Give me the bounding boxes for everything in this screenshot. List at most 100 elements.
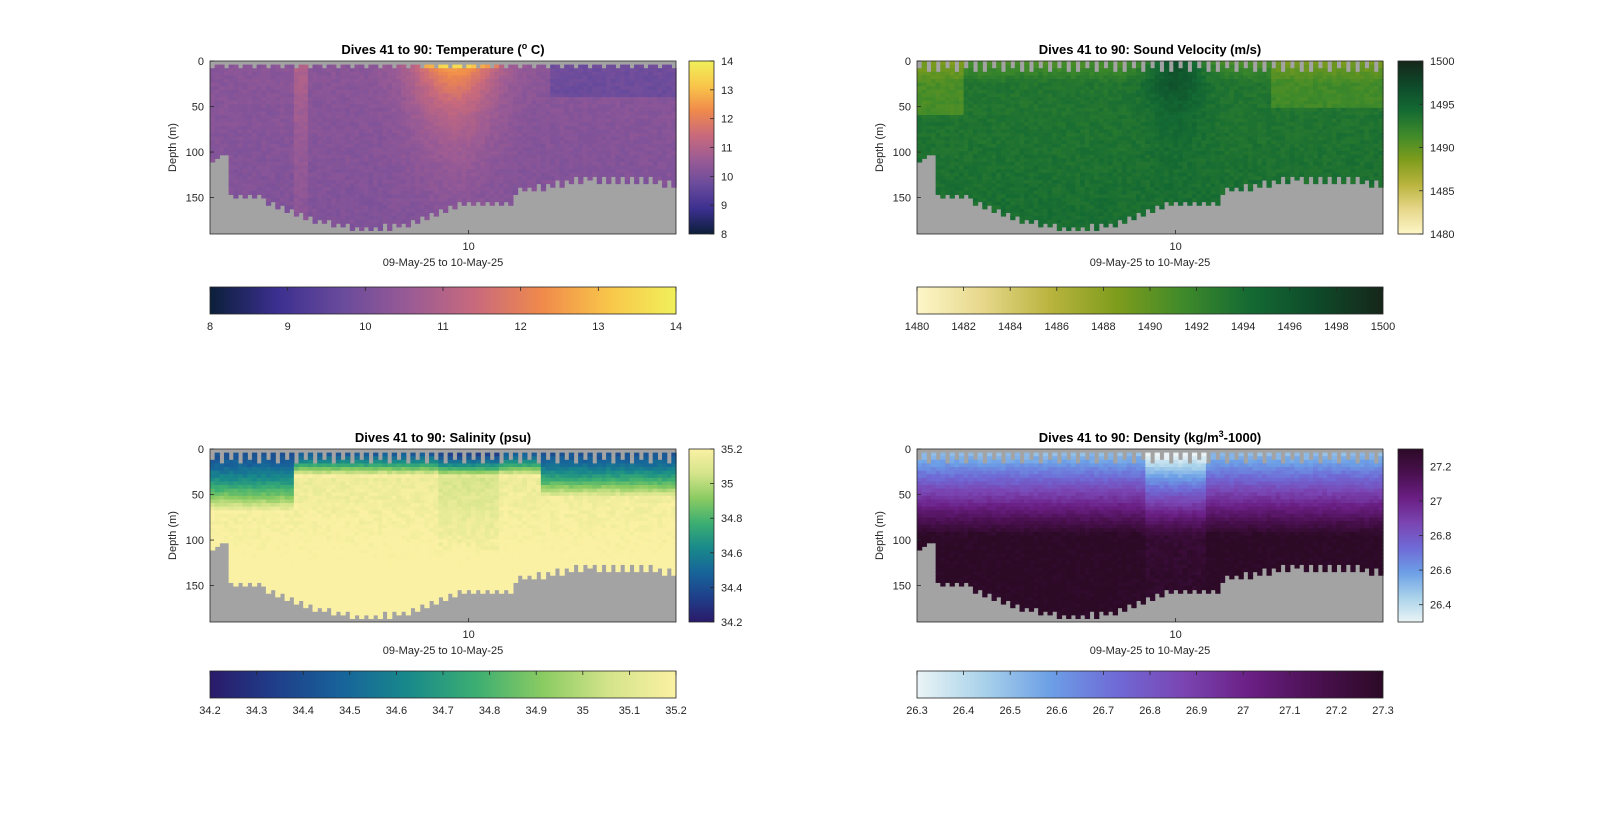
temperature-cell [653,148,658,152]
temperature-cell [634,90,639,94]
sound-velocity-cell [978,122,983,126]
temperature-cell [578,86,583,90]
sound-velocity-cell [954,129,959,133]
temperature-cell [308,162,313,166]
temperature-cell [229,180,234,184]
temperature-cell [261,101,266,105]
temperature-cell [499,115,504,119]
temperature-cell [247,75,252,79]
temperature-cell [466,176,471,180]
temperature-cell [392,151,397,155]
temperature-cell [336,162,341,166]
temperature-cell [406,126,411,130]
temperature-cell [555,79,560,83]
sound-velocity-cell [1020,83,1025,87]
temperature-cell [569,129,574,133]
temperature-cell [573,137,578,141]
temperature-cell [457,194,462,198]
temperature-cell [606,108,611,112]
temperature-cell [257,68,262,72]
temperature-cell [285,209,290,213]
sound-velocity-cell [1043,148,1048,152]
sound-velocity-cell [1043,83,1048,87]
sound-velocity-cell [1015,155,1020,159]
sound-velocity-cell [1052,137,1057,141]
sound-velocity-cell [1020,133,1025,137]
temperature-cell [438,191,443,195]
temperature-cell [224,115,229,119]
temperature-cell [275,90,280,94]
temperature-cell [313,158,318,162]
temperature-cell [317,202,322,206]
sound-velocity-cell [1043,220,1048,224]
temperature-cell [485,90,490,94]
temperature-x-axis-label: 09-May-25 to 10-May-25 [383,257,503,269]
sound-velocity-cell [926,115,931,119]
sound-velocity-cell [1015,140,1020,144]
temperature-cell [387,137,392,141]
temperature-cell [275,79,280,83]
sound-velocity-cell [1006,75,1011,79]
temperature-cell [560,79,565,83]
sound-velocity-cell [973,169,978,173]
temperature-cell [485,148,490,152]
temperature-cell [438,133,443,137]
temperature-cell [243,90,248,94]
temperature-cell [327,104,332,108]
temperature-cell [629,137,634,141]
temperature-cell [275,202,280,206]
sound-velocity-cell [1024,184,1029,188]
temperature-cell [396,216,401,220]
temperature-cell [382,126,387,130]
temperature-cell [410,93,415,97]
sound-velocity-cell [1034,129,1039,133]
sound-velocity-cell [954,162,959,166]
temperature-cell [243,166,248,170]
temperature-cell [424,111,429,115]
temperature-cell [415,169,420,173]
temperature-cell [480,97,485,101]
temperature-cell [532,129,537,133]
sound-velocity-cell [954,184,959,188]
sound-velocity-cell [1034,104,1039,108]
sound-velocity-cell [950,83,955,87]
temperature-cell [625,129,630,133]
temperature-cell [368,65,373,69]
sound-velocity-cell [926,111,931,115]
temperature-cell [536,119,541,123]
temperature-cell [387,198,392,202]
sound-velocity-cell [940,180,945,184]
temperature-cell [359,180,364,184]
temperature-cell [550,184,555,188]
temperature-cell [452,129,457,133]
sound-velocity-cell [992,93,997,97]
temperature-cell [382,119,387,123]
temperature-cell [522,83,527,87]
temperature-cell [243,93,248,97]
temperature-cell [560,83,565,87]
temperature-cell [615,111,620,115]
temperature-cell [541,166,546,170]
temperature-cell [508,166,513,170]
temperature-cell [564,79,569,83]
temperature-cell [401,184,406,188]
temperature-cell [415,75,420,79]
sound-velocity-cell [959,115,964,119]
temperature-cell [303,68,308,72]
temperature-cell [275,198,280,202]
temperature-cell [331,86,336,90]
sound-velocity-cell [1029,205,1034,209]
temperature-cell [368,166,373,170]
temperature-cell [401,129,406,133]
temperature-cell [238,184,243,188]
temperature-cell [634,176,639,180]
temperature-cell [434,68,439,72]
sound-velocity-cell [964,86,969,90]
temperature-cell [354,129,359,133]
temperature-cell [387,194,392,198]
temperature-cell [215,144,220,148]
sound-velocity-cell [987,101,992,105]
temperature-cell [294,137,299,141]
temperature-cell [420,93,425,97]
temperature-cell [247,162,252,166]
